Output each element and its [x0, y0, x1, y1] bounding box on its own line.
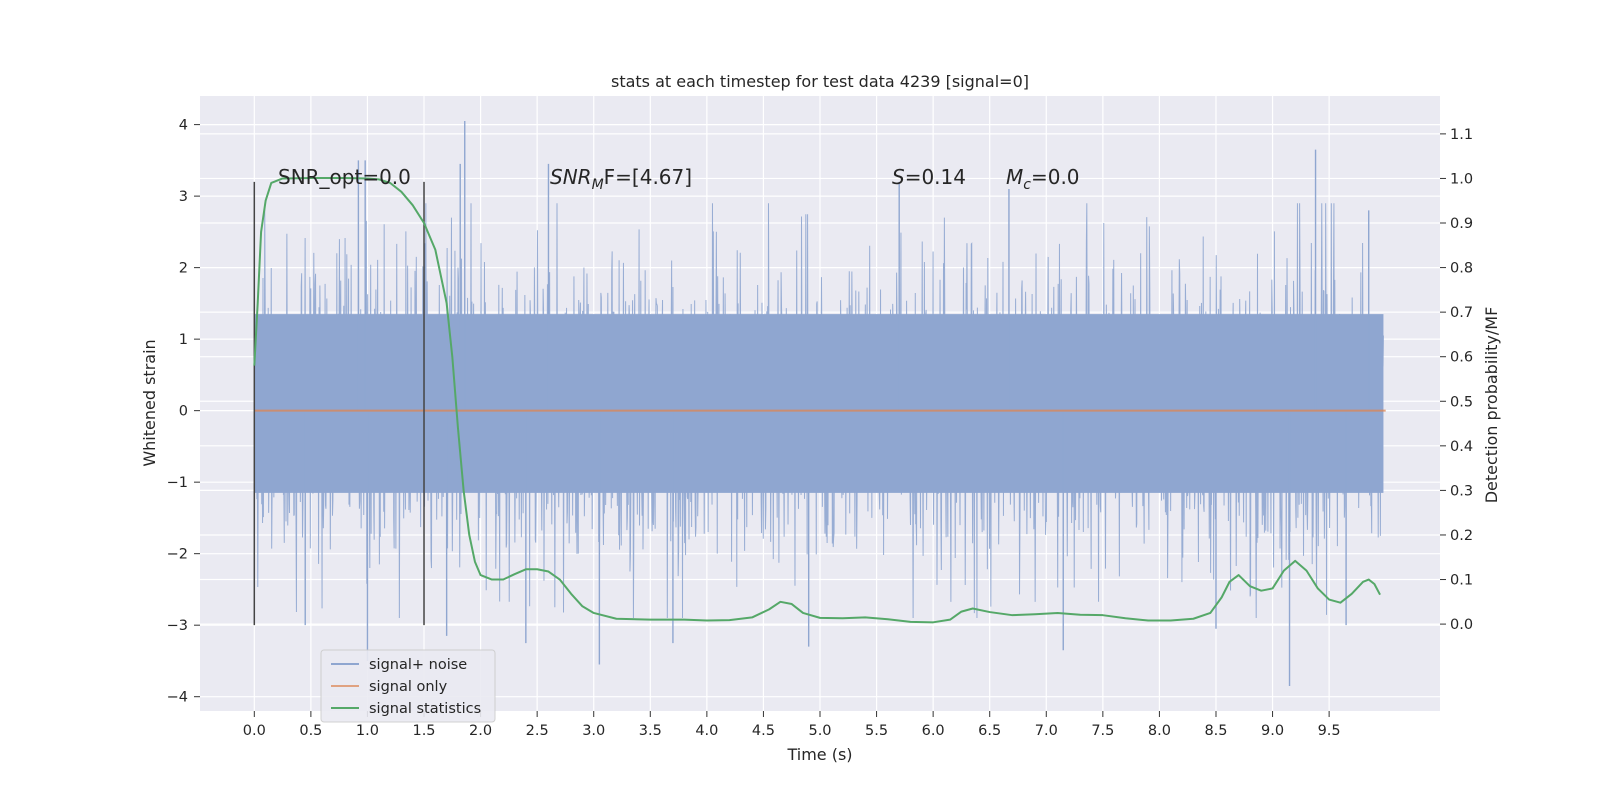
- x-tick-label: 4.0: [695, 723, 718, 739]
- x-tick-label: 8.5: [1204, 723, 1227, 739]
- mc-subscript: c: [1023, 177, 1031, 193]
- plot-area: [253, 121, 1386, 686]
- x-tick-label: 5.0: [808, 723, 831, 739]
- x-tick-label: 2.0: [469, 723, 492, 739]
- y2-tick-label: 0.5: [1450, 394, 1473, 410]
- x-axis-label: Time (s): [786, 745, 852, 764]
- mc-symbol: M: [1006, 165, 1023, 189]
- y-tick-label: 4: [179, 118, 188, 134]
- y-tick-label: −3: [167, 618, 188, 634]
- y2-axis-ticks: 1.1 1.0 0.9 0.8 0.7 0.6 0.5 0.4 0.3 0.2 0.1 0.0: [1440, 127, 1473, 633]
- x-axis-ticks: 0.0 0.5 1.0 1.5 2.0 2.5 3.0 3.5 4.0 4.5 5.0 5.5 6.0 6…: [243, 711, 1341, 739]
- y2-tick-label: 0.7: [1450, 305, 1473, 321]
- series-signal-statistics: [253, 177, 1381, 624]
- y2-tick-label: 0.1: [1450, 573, 1473, 589]
- legend-label-signal: signal only: [369, 679, 448, 695]
- y-tick-label: −1: [167, 475, 188, 491]
- x-tick-label: 3.0: [582, 723, 605, 739]
- x-tick-label: 7.0: [1035, 723, 1058, 739]
- x-tick-label: 1.0: [356, 723, 379, 739]
- x-tick-label: 9.0: [1261, 723, 1284, 739]
- y2-tick-label: 0.4: [1450, 439, 1473, 455]
- snr-mf-subscript: M: [592, 177, 604, 193]
- x-tick-label: 8.0: [1148, 723, 1171, 739]
- x-tick-label: 7.5: [1091, 723, 1114, 739]
- y2-axis-label: Detection probability/MF: [1482, 307, 1501, 504]
- mc-value: =0.0: [1031, 165, 1080, 189]
- y2-tick-label: 0.9: [1450, 216, 1473, 232]
- mc-annotation: Mc=0.0: [1006, 165, 1080, 193]
- x-tick-label: 2.5: [526, 723, 549, 739]
- y2-tick-label: 0.0: [1450, 617, 1473, 633]
- y-axis-ticks: 4 3 2 1 0 −1 −2 −3 −4: [167, 118, 200, 706]
- snr-opt-annotation: SNR_opt=0.0: [278, 165, 411, 189]
- legend: signal+ noise signal only signal statist…: [320, 649, 496, 723]
- snr-mf-symbol: SNR: [550, 165, 592, 189]
- y-tick-label: −4: [167, 690, 188, 706]
- legend-label-stats: signal statistics: [369, 701, 481, 717]
- x-tick-label: 6.0: [922, 723, 945, 739]
- x-tick-label: 5.5: [865, 723, 888, 739]
- x-tick-label: 6.5: [978, 723, 1001, 739]
- y2-tick-label: 0.6: [1450, 350, 1473, 366]
- s-symbol: S: [892, 165, 905, 189]
- y2-tick-label: 1.0: [1450, 171, 1473, 187]
- y-axis-label: Whitened strain: [140, 339, 159, 466]
- legend-box: [320, 649, 496, 723]
- legend-label-noise: signal+ noise: [369, 657, 467, 673]
- s-value: =0.14: [905, 165, 966, 189]
- x-tick-label: 4.5: [752, 723, 775, 739]
- x-tick-label: 9.5: [1318, 723, 1341, 739]
- y-tick-label: −2: [167, 547, 188, 563]
- series-signal-noise-band: [254, 314, 1384, 493]
- s-annotation: S=0.14: [892, 165, 966, 189]
- y2-tick-label: 1.1: [1450, 127, 1473, 143]
- y-tick-label: 2: [179, 261, 188, 277]
- x-tick-label: 3.5: [639, 723, 662, 739]
- y2-tick-label: 0.3: [1450, 483, 1473, 499]
- x-tick-label: 0.5: [299, 723, 322, 739]
- x-tick-label: 0.0: [243, 723, 266, 739]
- snr-mf-annotation: SNRMF=[4.67]: [550, 165, 692, 193]
- chart-title: stats at each timestep for test data 423…: [611, 72, 1029, 91]
- y-tick-label: 3: [179, 189, 188, 205]
- y2-tick-label: 0.2: [1450, 528, 1473, 544]
- snr-mf-value: F=[4.67]: [604, 165, 692, 189]
- x-tick-label: 1.5: [412, 723, 435, 739]
- y-tick-label: 0: [179, 404, 188, 420]
- y-tick-label: 1: [179, 332, 188, 348]
- y2-tick-label: 0.8: [1450, 261, 1473, 277]
